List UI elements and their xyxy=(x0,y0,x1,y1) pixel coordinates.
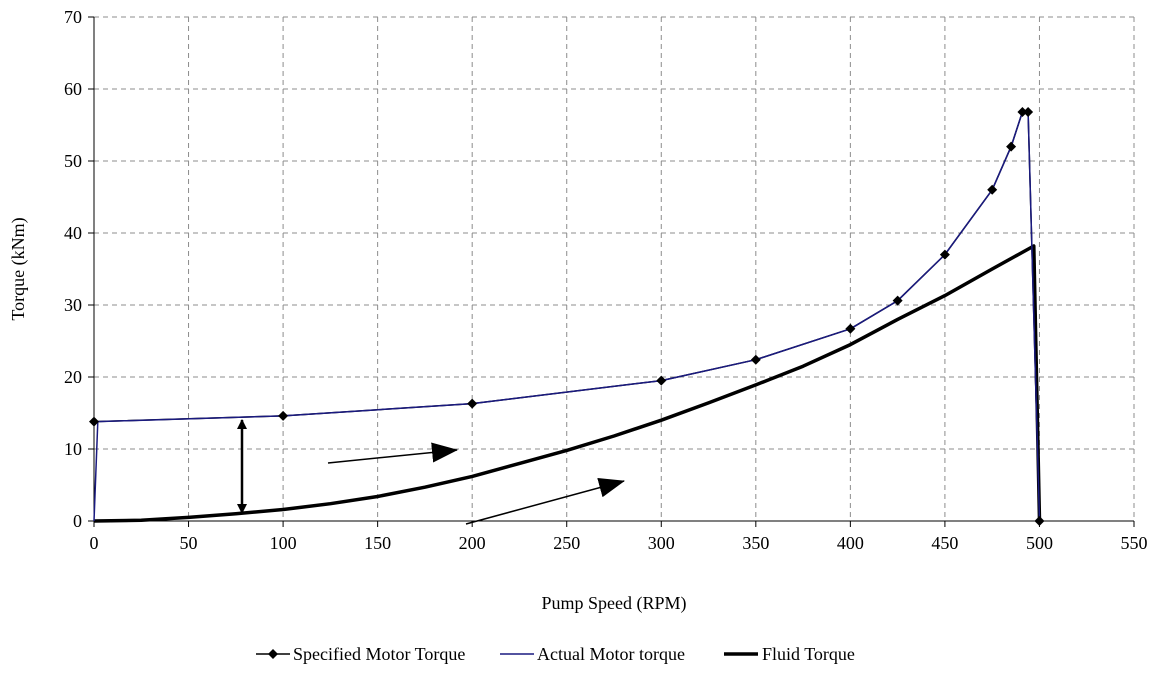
y-tick-label: 10 xyxy=(64,439,82,459)
legend-label-actual: Actual Motor torque xyxy=(537,644,685,664)
data-point-specified xyxy=(845,323,856,334)
x-tick-label: 300 xyxy=(648,533,675,553)
legend-label-fluid: Fluid Torque xyxy=(762,644,855,664)
legend-item-specified: Specified Motor Torque xyxy=(256,644,465,664)
x-tick-label: 550 xyxy=(1121,533,1148,553)
x-tick-label: 50 xyxy=(180,533,198,553)
data-point-specified xyxy=(1006,141,1017,152)
x-axis-title: Pump Speed (RPM) xyxy=(541,593,686,614)
annotations xyxy=(237,419,625,525)
legend: Specified Motor Torque Actual Motor torq… xyxy=(256,644,855,664)
legend-marker-specified xyxy=(268,649,278,659)
data-point-specified xyxy=(1034,516,1045,526)
y-tick-label: 0 xyxy=(73,511,82,531)
x-tick-label: 400 xyxy=(837,533,864,553)
data-point-specified xyxy=(656,375,667,386)
grid xyxy=(94,16,1135,521)
y-axis-title: Torque (kNm) xyxy=(8,217,29,320)
data-point-specified xyxy=(750,354,761,365)
x-tick-label: 0 xyxy=(90,533,99,553)
tick-labels: 0 50 100 150 200 250 300 350 400 450 500 550 0 10 20 30… xyxy=(64,7,1148,553)
data-point-specified xyxy=(987,184,998,195)
data-point-specified xyxy=(939,249,950,260)
y-tick-label: 20 xyxy=(64,367,82,387)
axes xyxy=(88,16,1135,527)
data-point-specified xyxy=(1017,107,1028,118)
legend-label-specified: Specified Motor Torque xyxy=(293,644,465,664)
y-tick-label: 40 xyxy=(64,223,82,243)
y-tick-label: 60 xyxy=(64,79,82,99)
annotation-arrow-lower xyxy=(465,477,625,525)
x-tick-label: 500 xyxy=(1026,533,1053,553)
data-point-specified xyxy=(278,410,289,421)
annotation-arrow-upper xyxy=(327,442,458,464)
data-point-specified xyxy=(892,295,903,306)
data-point-specified xyxy=(89,416,99,427)
x-tick-label: 200 xyxy=(459,533,486,553)
y-tick-label: 50 xyxy=(64,151,82,171)
x-tick-label: 450 xyxy=(931,533,958,553)
series-line-fluid-torque xyxy=(93,244,1042,523)
legend-item-fluid: Fluid Torque xyxy=(724,644,855,664)
x-tick-label: 250 xyxy=(553,533,580,553)
data-point-specified xyxy=(467,398,478,409)
series-layer xyxy=(89,107,1045,526)
x-tick-label: 350 xyxy=(742,533,769,553)
y-tick-label: 30 xyxy=(64,295,82,315)
x-tick-label: 150 xyxy=(364,533,391,553)
legend-item-actual: Actual Motor torque xyxy=(500,644,685,664)
x-tick-label: 100 xyxy=(270,533,297,553)
data-point-specified xyxy=(1023,107,1034,118)
y-tick-label: 70 xyxy=(64,7,82,27)
